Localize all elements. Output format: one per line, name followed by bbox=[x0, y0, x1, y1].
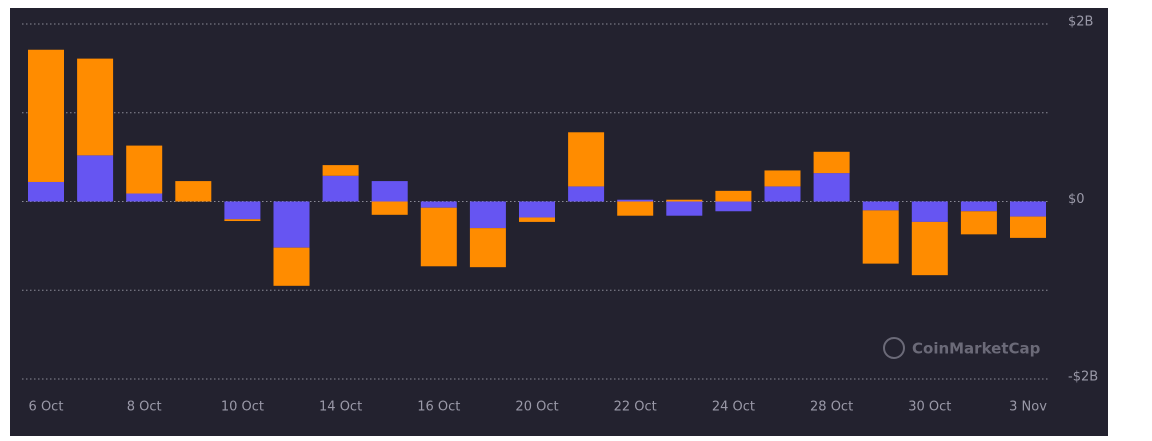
bar-segment bbox=[862, 210, 899, 264]
bar-segment bbox=[175, 181, 212, 202]
x-tick-label: 3 Nov bbox=[1009, 400, 1047, 415]
bar-segment bbox=[617, 199, 654, 202]
bar-segment bbox=[568, 132, 605, 187]
x-tick-label: 16 Oct bbox=[417, 400, 460, 415]
bar-segment bbox=[420, 201, 457, 208]
bar-segment bbox=[813, 173, 850, 202]
bar-segment bbox=[273, 201, 310, 248]
bar-segment bbox=[666, 201, 703, 216]
bar-segment bbox=[28, 181, 64, 202]
bar-segment bbox=[126, 145, 163, 194]
bar-segment bbox=[666, 199, 703, 202]
bar-segment bbox=[715, 190, 752, 202]
x-tick-label: 30 Oct bbox=[908, 400, 951, 415]
bar-segment bbox=[568, 186, 605, 202]
x-tick-label: 22 Oct bbox=[614, 400, 657, 415]
bar-segment bbox=[617, 201, 654, 216]
x-tick-label: 8 Oct bbox=[127, 400, 162, 415]
y-tick-label: -$2B bbox=[1068, 370, 1098, 385]
bar-segment bbox=[77, 155, 114, 202]
bar-segment bbox=[911, 221, 948, 276]
x-tick-label: 14 Oct bbox=[319, 400, 362, 415]
bar-segment bbox=[371, 201, 408, 215]
bar-segment bbox=[813, 151, 850, 174]
bar-segment bbox=[715, 201, 752, 212]
bar-segment bbox=[960, 201, 997, 212]
bar-segment bbox=[28, 49, 64, 182]
bar-segment bbox=[224, 219, 261, 222]
x-tick-label: 28 Oct bbox=[810, 400, 853, 415]
y-tick-label: $2B bbox=[1068, 15, 1093, 30]
bar-segment bbox=[519, 201, 555, 218]
bar-segment bbox=[911, 201, 948, 222]
bar-segment bbox=[519, 217, 555, 222]
y-tick-label: $0 bbox=[1068, 192, 1085, 207]
x-tick-label: 24 Oct bbox=[712, 400, 755, 415]
x-tick-label: 6 Oct bbox=[29, 400, 64, 415]
bar-segment bbox=[77, 58, 114, 156]
bar-segment bbox=[126, 193, 163, 202]
x-tick-label: 10 Oct bbox=[221, 400, 264, 415]
watermark: CoinMarketCap bbox=[883, 337, 1041, 359]
bar-segment bbox=[371, 181, 408, 202]
bar-segment bbox=[764, 170, 801, 187]
bar-segment bbox=[862, 201, 899, 211]
bar-segment bbox=[960, 211, 997, 235]
bar-segment bbox=[420, 207, 457, 267]
bar-segment bbox=[1010, 201, 1046, 217]
x-tick-label: 20 Oct bbox=[515, 400, 558, 415]
bar-segment bbox=[224, 201, 261, 220]
bar-segment bbox=[322, 165, 359, 176]
bar-segment bbox=[273, 247, 310, 286]
bar-segment bbox=[322, 175, 359, 202]
bar-segment bbox=[469, 201, 506, 229]
bar-segment bbox=[1010, 216, 1046, 238]
watermark-text: CoinMarketCap bbox=[912, 340, 1041, 358]
watermark-logo bbox=[883, 337, 905, 359]
bar-segment bbox=[469, 228, 506, 268]
bar-segment bbox=[764, 186, 801, 202]
